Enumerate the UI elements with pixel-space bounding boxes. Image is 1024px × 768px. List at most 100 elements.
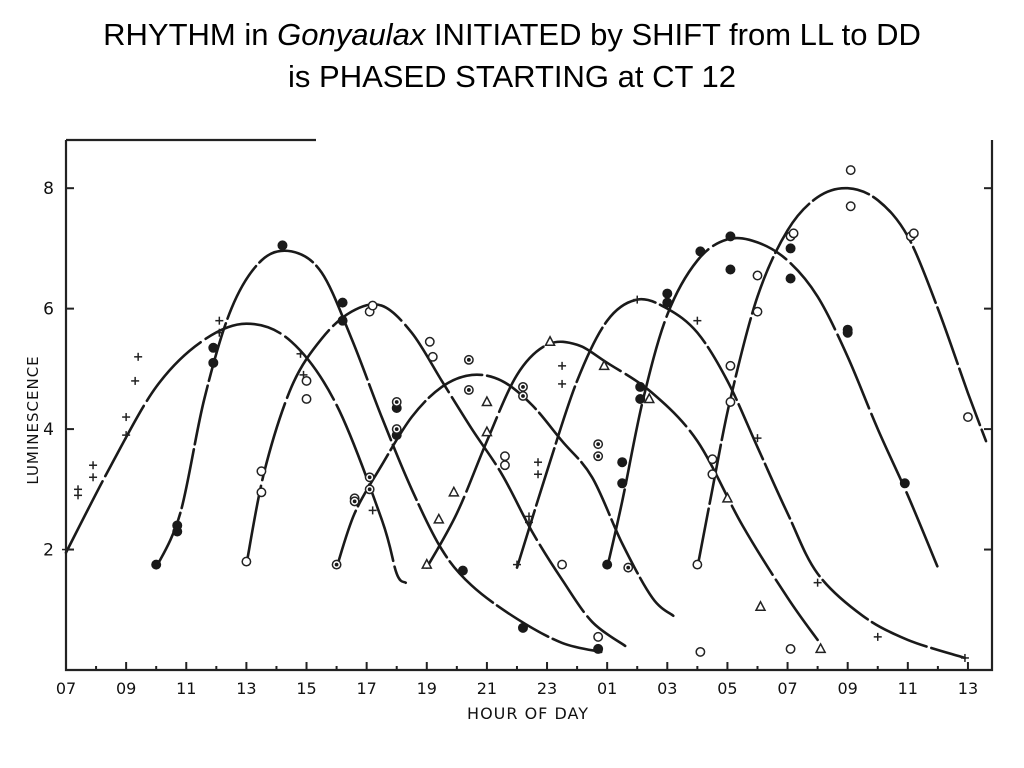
data-point-plus (215, 316, 224, 325)
series-curve-3 (245, 302, 627, 648)
series-curve-7 (605, 236, 940, 569)
x-tick-label: 13 (236, 679, 256, 698)
data-point-dotted (463, 354, 474, 365)
slide-title: RHYTHM in Gonyaulax INITIATED by SHIFT f… (0, 14, 1024, 98)
data-point-filled (617, 478, 628, 489)
data-point-plus (134, 352, 143, 361)
data-point-plus (89, 473, 98, 482)
data-point-open (367, 300, 378, 311)
data-point-triangle (544, 335, 556, 347)
chart-axes: 07 09 11 13 15 17 19 21 23 01 03 05 07 09 11 13 2 4 6 8 (43, 138, 994, 698)
series-curve-1 (64, 322, 407, 584)
data-point-filled (899, 478, 910, 489)
data-point-open (499, 460, 510, 471)
data-point-plus (131, 376, 140, 385)
data-point-dotted (391, 424, 402, 435)
data-point-open (256, 466, 267, 477)
series-curve-2 (154, 249, 603, 654)
data-point-plus (633, 295, 642, 304)
data-point-plus (215, 328, 224, 337)
x-tick-label: 09 (838, 679, 858, 698)
x-tick-label: 21 (477, 679, 497, 698)
data-point-dotted (391, 397, 402, 407)
data-point-open (788, 228, 799, 239)
data-point-open (301, 375, 312, 386)
y-tick-label: 6 (43, 300, 54, 320)
data-point-dotted (518, 381, 528, 392)
data-point-filled (662, 297, 673, 308)
data-point-dotted (349, 496, 360, 507)
data-point-triangle (433, 512, 445, 524)
data-point-open (499, 451, 510, 462)
data-point-open (256, 487, 267, 498)
data-point-open (557, 559, 568, 570)
data-point-dotted (593, 451, 604, 462)
data-point-plus (693, 316, 702, 325)
data-point-dotted (463, 384, 474, 395)
data-point-filled (593, 643, 604, 654)
x-tick-label: 05 (717, 679, 737, 698)
data-point-plus (368, 506, 377, 515)
data-point-open (301, 394, 312, 404)
y-tick-label: 2 (43, 541, 54, 561)
data-point-dotted (331, 559, 342, 570)
data-point-triangle (643, 392, 656, 404)
data-point-filled (172, 520, 183, 531)
data-point-filled (151, 559, 162, 570)
y-tick-label: 4 (43, 420, 54, 440)
chart-curves (64, 186, 988, 660)
data-point-open (962, 412, 973, 422)
title-line-2: is PHASED STARTING at CT 12 (288, 59, 736, 94)
data-point-plus (813, 578, 822, 587)
x-tick-label: 01 (597, 679, 617, 698)
x-tick-label: 23 (537, 679, 557, 698)
axis-frame (64, 140, 994, 672)
data-point-filled (337, 315, 348, 326)
data-point-filled (602, 559, 613, 570)
y-tick-label: 8 (43, 179, 54, 199)
data-point-plus (558, 361, 567, 370)
series-curve-8 (696, 186, 988, 569)
data-point-triangle (721, 491, 734, 503)
data-point-open (692, 559, 703, 570)
data-point-open (695, 646, 706, 657)
data-point-plus (122, 413, 131, 422)
data-point-open (752, 270, 763, 281)
title-species: Gonyaulax (277, 17, 426, 52)
x-tick-label: 19 (417, 679, 437, 698)
data-point-dotted (364, 472, 375, 483)
title-prefix: RHYTHM in (103, 17, 278, 52)
data-point-triangle (481, 395, 493, 407)
data-point-plus (89, 461, 98, 470)
data-point-filled (662, 288, 673, 299)
data-point-open (725, 360, 736, 371)
data-point-filled (277, 240, 288, 251)
data-point-open (845, 165, 856, 176)
title-suffix: INITIATED by SHIFT from LL to DD (425, 17, 921, 52)
data-point-plus (558, 379, 567, 388)
data-point-filled (785, 243, 796, 254)
data-point-filled (617, 457, 628, 468)
data-point-plus (296, 349, 305, 358)
data-point-plus (960, 653, 969, 662)
data-point-filled (785, 273, 796, 284)
y-axis-label: LUMINESCENCE (24, 355, 42, 484)
data-point-open (845, 201, 856, 212)
data-point-triangle (481, 425, 493, 437)
data-point-open (241, 556, 252, 567)
data-point-plus (534, 470, 543, 479)
data-point-dotted (593, 439, 604, 450)
data-point-open (424, 336, 435, 347)
data-point-filled (635, 381, 646, 392)
x-tick-label: 15 (296, 679, 316, 698)
x-tick-label: 07 (777, 679, 797, 698)
data-point-dotted (364, 484, 375, 495)
data-point-plus (62, 545, 70, 554)
data-point-plus (525, 512, 533, 521)
data-point-filled (337, 297, 348, 308)
data-point-filled (725, 231, 736, 242)
x-axis-label: HOUR OF DAY (467, 704, 589, 723)
data-point-filled (208, 357, 219, 368)
x-tick-label: 11 (898, 679, 918, 698)
